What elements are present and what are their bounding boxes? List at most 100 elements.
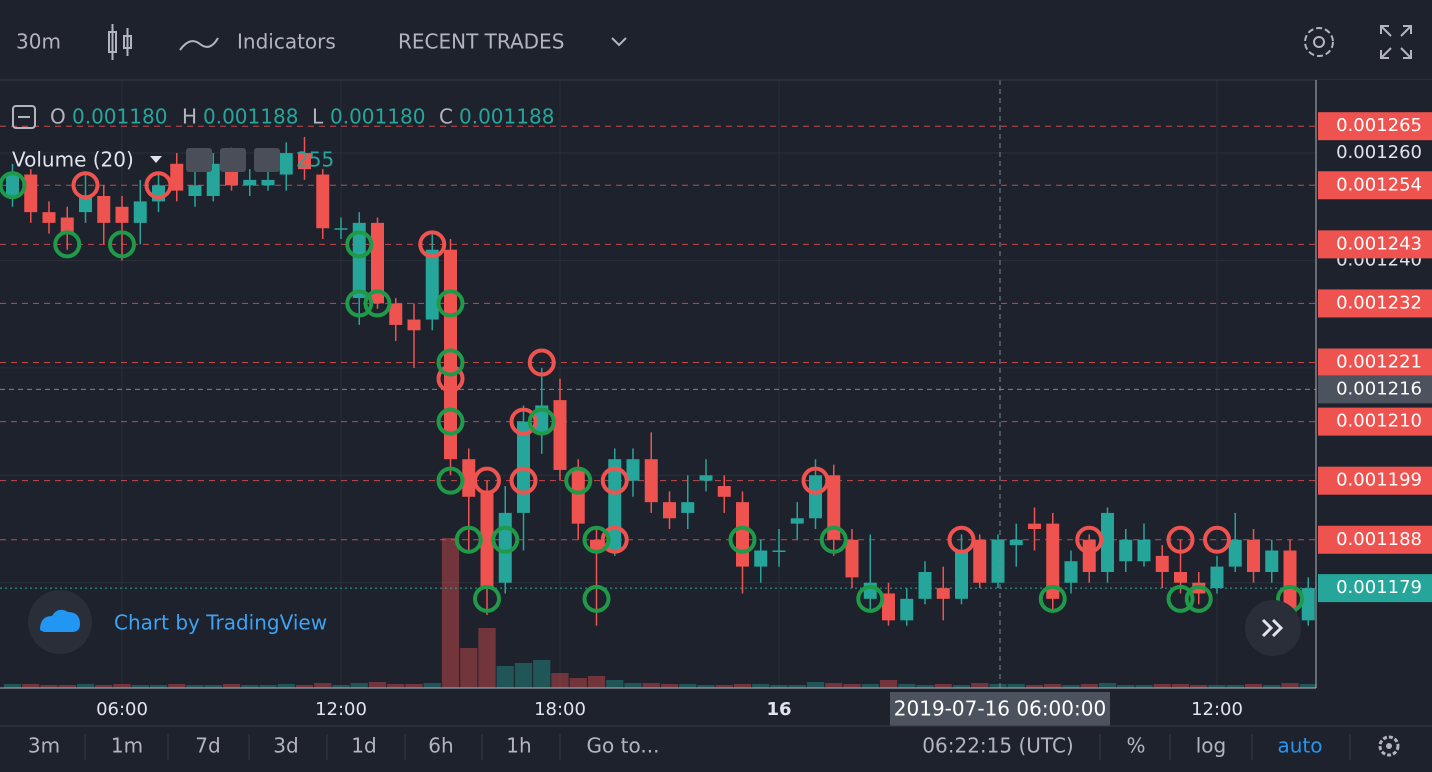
legend-open-label: O xyxy=(50,105,66,129)
order-price-box xyxy=(1318,407,1432,436)
last-price-box xyxy=(1318,574,1432,603)
volume-bar xyxy=(697,685,715,688)
volume-bar xyxy=(1244,684,1263,688)
volume-controls[interactable] xyxy=(186,148,280,172)
candle-body xyxy=(316,174,330,229)
candle-body xyxy=(991,539,1005,583)
auto-button[interactable]: auto xyxy=(1277,734,1322,758)
candle-body xyxy=(1301,588,1315,621)
volume-bar xyxy=(1098,683,1117,688)
goto-button[interactable]: Go to... xyxy=(587,734,660,758)
volume-label[interactable]: Volume (20) xyxy=(12,148,134,172)
volume-bar xyxy=(916,685,934,688)
buy-marker xyxy=(436,289,465,318)
candle-body xyxy=(1064,561,1078,583)
candle-body xyxy=(790,518,804,524)
volume-bar xyxy=(825,683,843,688)
legend-close: 0.001188 xyxy=(459,105,554,129)
interval-button[interactable]: 30m xyxy=(16,30,61,54)
sell-marker xyxy=(1166,525,1195,554)
percent-button[interactable]: % xyxy=(1126,734,1145,758)
candle-body xyxy=(243,179,257,186)
candle-body xyxy=(571,469,585,524)
sell-marker xyxy=(801,466,830,495)
bottom-settings-icon[interactable] xyxy=(1378,735,1400,757)
candle-body xyxy=(206,163,220,197)
legend-open: 0.001180 xyxy=(72,105,167,129)
candle-body xyxy=(845,539,859,578)
volume-bar xyxy=(387,684,405,688)
volume-bar xyxy=(1153,684,1171,688)
candle-body xyxy=(1046,523,1060,599)
indicators-icon[interactable] xyxy=(179,37,219,51)
last-price-label: 0.001179 xyxy=(1336,577,1422,598)
order-price-label: 0.001210 xyxy=(1336,411,1422,432)
order-price-label: 0.001243 xyxy=(1336,233,1422,254)
range-button[interactable]: 6h xyxy=(428,734,453,758)
range-button[interactable]: 1d xyxy=(351,734,376,758)
candle-body xyxy=(462,459,476,497)
log-button[interactable]: log xyxy=(1196,734,1227,758)
dropdown-arrow[interactable] xyxy=(611,37,627,47)
collapse-icon[interactable] xyxy=(12,105,36,129)
candle-body xyxy=(644,459,658,503)
legend-high-label: H xyxy=(182,105,197,129)
indicators-button[interactable]: Indicators xyxy=(237,30,336,54)
scroll-icon xyxy=(1261,618,1284,638)
volume-bar xyxy=(186,685,204,688)
buy-marker xyxy=(436,407,465,436)
volume-bar xyxy=(624,683,642,688)
sell-marker xyxy=(1203,525,1231,554)
candle-body xyxy=(608,459,622,551)
candle-body xyxy=(133,201,147,223)
candle-body xyxy=(535,405,549,433)
candle-body xyxy=(352,222,366,299)
candle-body xyxy=(79,196,92,213)
order-price-box xyxy=(1318,348,1432,377)
candle-body xyxy=(955,550,968,599)
recent-trades-button[interactable]: RECENT TRADES xyxy=(398,30,564,54)
volume-bar xyxy=(1117,685,1135,688)
volume-bar xyxy=(788,685,806,688)
crosshair-time: 2019-07-16 06:00:00 xyxy=(894,697,1106,721)
volume-bar xyxy=(1044,684,1062,688)
volume-bar xyxy=(1025,685,1044,688)
volume-bar xyxy=(1062,685,1080,688)
volume-bar xyxy=(606,680,624,688)
range-button[interactable]: 7d xyxy=(195,734,220,758)
legend-high: 0.001188 xyxy=(203,105,298,129)
volume-bar xyxy=(58,685,76,688)
volume-bar xyxy=(40,685,58,688)
range-button[interactable]: 1m xyxy=(111,734,143,758)
volume-menu-arrow[interactable] xyxy=(150,156,162,163)
tv-logo[interactable] xyxy=(40,609,80,632)
volume-bar xyxy=(1226,685,1244,688)
watermark[interactable]: Chart by TradingView xyxy=(114,611,327,635)
settings-icon[interactable] xyxy=(1304,27,1334,57)
candle-body xyxy=(1009,539,1023,546)
volume-bar xyxy=(1007,684,1025,688)
range-button[interactable]: 3m xyxy=(28,734,60,758)
volume-bar xyxy=(259,685,277,688)
fullscreen-icon[interactable] xyxy=(1380,25,1412,59)
candle-body xyxy=(827,475,841,540)
volume-bar xyxy=(441,538,460,688)
range-button[interactable]: 1h xyxy=(506,734,531,758)
volume-bar xyxy=(1281,683,1299,688)
candle-body xyxy=(1265,550,1279,572)
candle-body xyxy=(261,179,275,186)
volume-bar xyxy=(679,684,697,688)
volume-bar xyxy=(168,684,186,688)
order-price-label: 0.001221 xyxy=(1336,352,1422,373)
chart-type-icon[interactable] xyxy=(108,24,132,60)
volume-bar xyxy=(149,685,168,688)
candle-body xyxy=(97,196,111,223)
range-button[interactable]: 3d xyxy=(273,734,298,758)
volume-bar xyxy=(423,683,441,688)
sell-marker xyxy=(473,466,501,495)
sell-marker xyxy=(509,407,538,436)
candle-body xyxy=(407,319,421,331)
candle-body xyxy=(809,475,822,519)
